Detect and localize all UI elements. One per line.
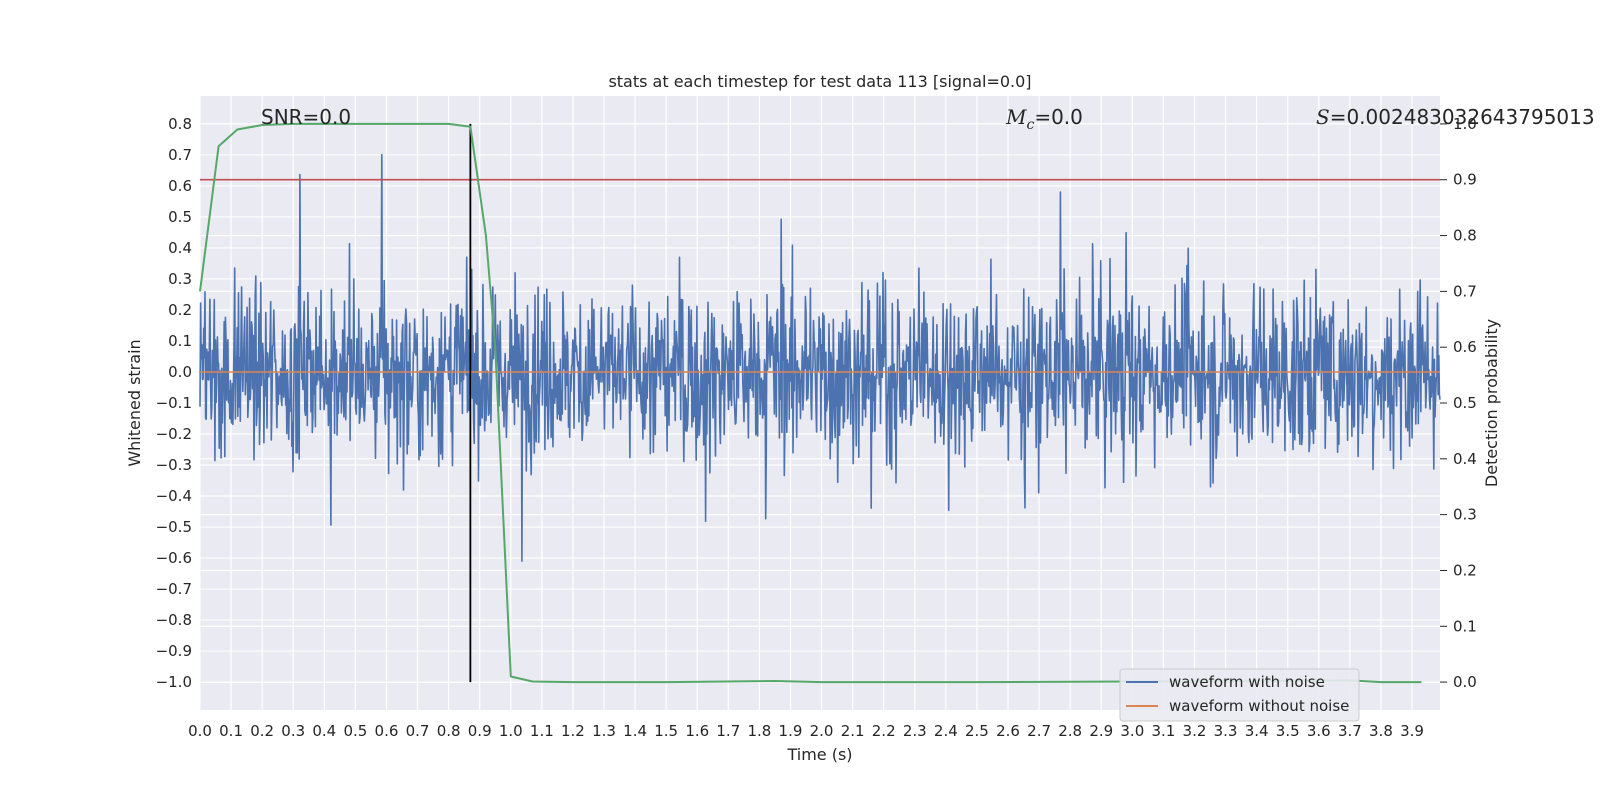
x-tick-label: 1.7: [716, 722, 740, 740]
mc-value: =0.0: [1034, 105, 1083, 129]
x-axis-ticks: 0.0 0.1 0.2 0.3 0.4 0.5 0.6 0.7 0.8 0.9 1.0 1.1 1.2 1…: [188, 722, 1424, 740]
x-tick-label: 2.5: [965, 722, 989, 740]
x-tick-label: 0.3: [281, 722, 305, 740]
y-tick-label: −0.8: [156, 611, 192, 629]
y-tick-label: 0.5: [168, 208, 192, 226]
x-tick-label: 0.5: [343, 722, 367, 740]
y-tick-label: −0.7: [156, 580, 192, 598]
y-tick-label: 0.4: [168, 239, 192, 257]
x-tick-label: 2.3: [903, 722, 927, 740]
x-tick-label: 3.8: [1369, 722, 1393, 740]
y-tick-label: 0.6: [168, 177, 192, 195]
y-axis-right-label: Detection probability: [1482, 319, 1501, 487]
y-right-tick-label: 0.0: [1453, 673, 1477, 691]
snr-annotation: SNR=0.0: [261, 105, 351, 129]
y-right-tick-label: 0.4: [1453, 450, 1477, 468]
x-tick-label: 2.6: [996, 722, 1020, 740]
x-tick-label: 3.0: [1120, 722, 1144, 740]
x-tick-label: 1.0: [499, 722, 523, 740]
y-right-tick-label: 0.7: [1453, 282, 1477, 300]
x-tick-label: 1.4: [623, 722, 647, 740]
s-value: =0.002483032643795013: [1330, 105, 1595, 129]
y-tick-label: −0.4: [156, 487, 192, 505]
y-right-tick-label: 0.5: [1453, 394, 1477, 412]
y-tick-label: −0.1: [156, 394, 192, 412]
y-tick-label: 0.3: [168, 270, 192, 288]
x-tick-label: 3.2: [1183, 722, 1207, 740]
x-tick-label: 3.3: [1214, 722, 1238, 740]
waveform-with-noise-line: [199, 153, 1441, 562]
y-right-tick-label: 0.2: [1453, 561, 1477, 579]
legend-label-noise: waveform with noise: [1169, 673, 1325, 691]
y-axis-ticks: 0.8 0.7 0.6 0.5 0.4 0.3 0.2 0.1 0.0 −0.1 −0.2 −0.3 −…: [156, 115, 192, 691]
x-tick-label: 2.2: [872, 722, 896, 740]
x-tick-label: 2.8: [1058, 722, 1082, 740]
chart-title: stats at each timestep for test data 113…: [608, 72, 1031, 91]
mc-subscript: c: [1026, 117, 1034, 133]
y-tick-label: −0.3: [156, 456, 192, 474]
x-axis-label: Time (s): [786, 745, 852, 764]
x-tick-label: 0.1: [219, 722, 243, 740]
y-tick-label: −0.9: [156, 642, 192, 660]
x-tick-label: 2.7: [1027, 722, 1051, 740]
x-tick-label: 0.2: [250, 722, 274, 740]
x-tick-label: 0.8: [437, 722, 461, 740]
x-tick-label: 3.6: [1307, 722, 1331, 740]
y-tick-label: −0.5: [156, 518, 192, 536]
x-tick-label: 0.0: [188, 722, 212, 740]
x-tick-label: 1.9: [779, 722, 803, 740]
y-tick-label: 0.1: [168, 332, 192, 350]
s-annotation: S=0.002483032643795013: [1316, 105, 1595, 129]
y-right-tick-label: 0.8: [1453, 227, 1477, 245]
x-tick-label: 0.7: [406, 722, 430, 740]
x-tick-label: 3.1: [1151, 722, 1175, 740]
y-axis-label: Whitened strain: [125, 339, 144, 466]
y-tick-label: −0.2: [156, 425, 192, 443]
x-tick-label: 0.4: [312, 722, 336, 740]
legend-label-clean: waveform without noise: [1169, 697, 1349, 715]
y-right-tick-label: 0.6: [1453, 338, 1477, 356]
y-right-tick-label: 0.1: [1453, 617, 1477, 635]
y-tick-label: 0.0: [168, 363, 192, 381]
x-tick-label: 0.9: [468, 722, 492, 740]
y-tick-label: −0.6: [156, 549, 192, 567]
x-tick-label: 2.0: [810, 722, 834, 740]
x-tick-label: 1.3: [592, 722, 616, 740]
x-tick-label: 3.4: [1245, 722, 1269, 740]
x-tick-label: 1.5: [654, 722, 678, 740]
x-tick-label: 2.4: [934, 722, 958, 740]
y-right-tick-label: 1.0: [1453, 115, 1477, 133]
x-tick-label: 3.9: [1400, 722, 1424, 740]
y-axis-right-ticks: 1.0 0.9 0.8 0.7 0.6 0.5 0.4 0.3 0.2 0.1 0.0: [1440, 115, 1477, 691]
x-tick-label: 3.7: [1338, 722, 1362, 740]
y-tick-label: −1.0: [156, 673, 192, 691]
y-right-tick-label: 0.9: [1453, 171, 1477, 189]
legend-box: [1119, 668, 1360, 722]
x-tick-label: 1.6: [685, 722, 709, 740]
x-tick-label: 3.5: [1276, 722, 1300, 740]
s-symbol: S: [1316, 105, 1330, 129]
mc-symbol: M: [1005, 105, 1027, 129]
x-tick-label: 1.8: [747, 722, 771, 740]
waveform-with-noise-series: [199, 153, 1441, 562]
x-tick-label: 0.6: [375, 722, 399, 740]
y-tick-label: 0.8: [168, 115, 192, 133]
x-tick-label: 2.1: [841, 722, 865, 740]
mc-annotation: Mc=0.0: [1005, 105, 1083, 133]
x-tick-label: 1.1: [530, 722, 554, 740]
y-tick-label: 0.7: [168, 146, 192, 164]
y-right-tick-label: 0.3: [1453, 506, 1477, 524]
y-tick-label: 0.2: [168, 301, 192, 319]
legend: waveform with noise waveform without noi…: [1119, 668, 1360, 722]
x-tick-label: 2.9: [1089, 722, 1113, 740]
x-tick-label: 1.2: [561, 722, 585, 740]
